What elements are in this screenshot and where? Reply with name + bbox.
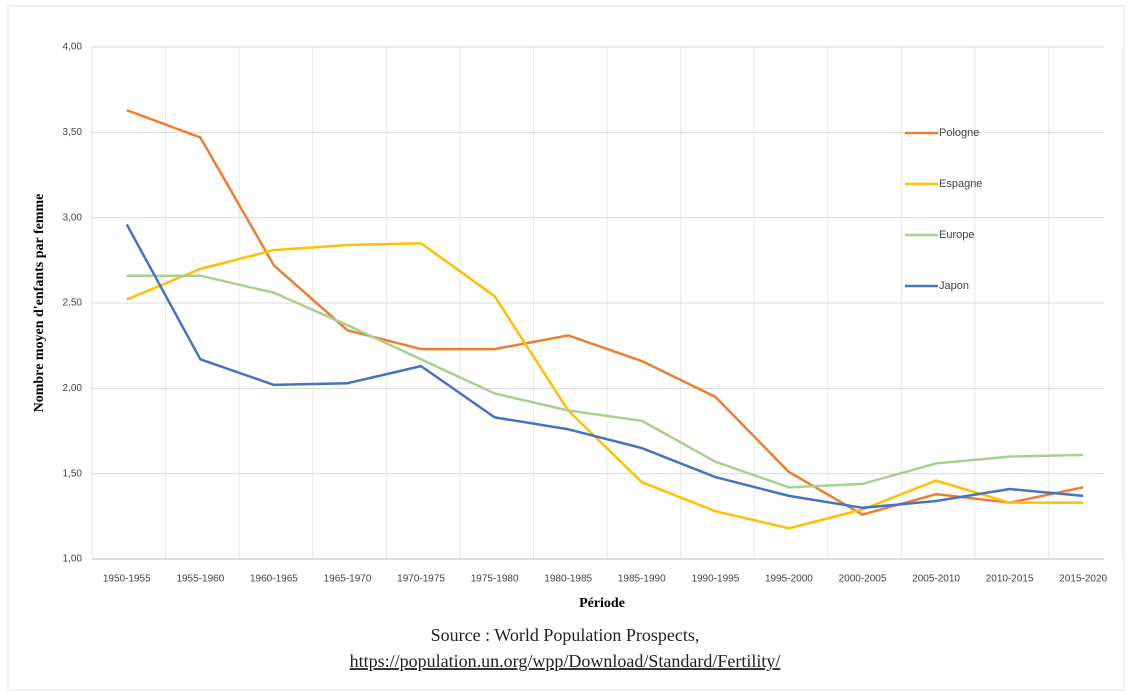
legend-label: Europe [939, 229, 974, 241]
y-tick-label: 1,00 [63, 554, 83, 565]
legend-label: Pologne [939, 127, 979, 139]
x-tick-label: 1950-1955 [103, 574, 151, 585]
x-tick-label: 1980-1985 [544, 574, 592, 585]
x-tick-label: 1995-2000 [765, 574, 813, 585]
y-tick-label: 2,50 [63, 298, 83, 309]
y-tick-label: 1,50 [63, 468, 83, 479]
y-tick-label: 3,50 [63, 127, 83, 138]
x-tick-label: 2015-2020 [1059, 574, 1107, 585]
y-tick-label: 3,00 [63, 212, 83, 223]
x-tick-label: 1990-1995 [691, 574, 739, 585]
source-text: Source : World Population Prospects, [431, 625, 700, 645]
x-tick-label: 1975-1980 [471, 574, 519, 585]
series-line [126, 242, 1084, 530]
y-tick-label: 4,00 [63, 42, 83, 53]
x-axis-label: Période [579, 596, 625, 611]
chart-frame [7, 5, 1125, 691]
legend-label: Espagne [939, 178, 982, 190]
series-line [125, 223, 1084, 510]
legend-label: Japon [939, 280, 969, 292]
x-tick-label: 1965-1970 [324, 574, 372, 585]
x-tick-label: 1985-1990 [618, 574, 666, 585]
y-axis-label: Nombre moyen d'enfants par femme [32, 194, 47, 413]
x-tick-label: 2005-2010 [912, 574, 960, 585]
series-line [126, 108, 1084, 516]
series-line [126, 274, 1084, 489]
x-tick-label: 2000-2005 [839, 574, 887, 585]
x-tick-label: 1970-1975 [397, 574, 445, 585]
y-tick-label: 2,00 [63, 383, 83, 394]
x-tick-label: 1960-1965 [250, 574, 298, 585]
x-tick-label: 2010-2015 [986, 574, 1034, 585]
source-link[interactable]: https://population.un.org/wpp/Download/S… [350, 651, 781, 671]
x-tick-label: 1955-1960 [176, 574, 224, 585]
